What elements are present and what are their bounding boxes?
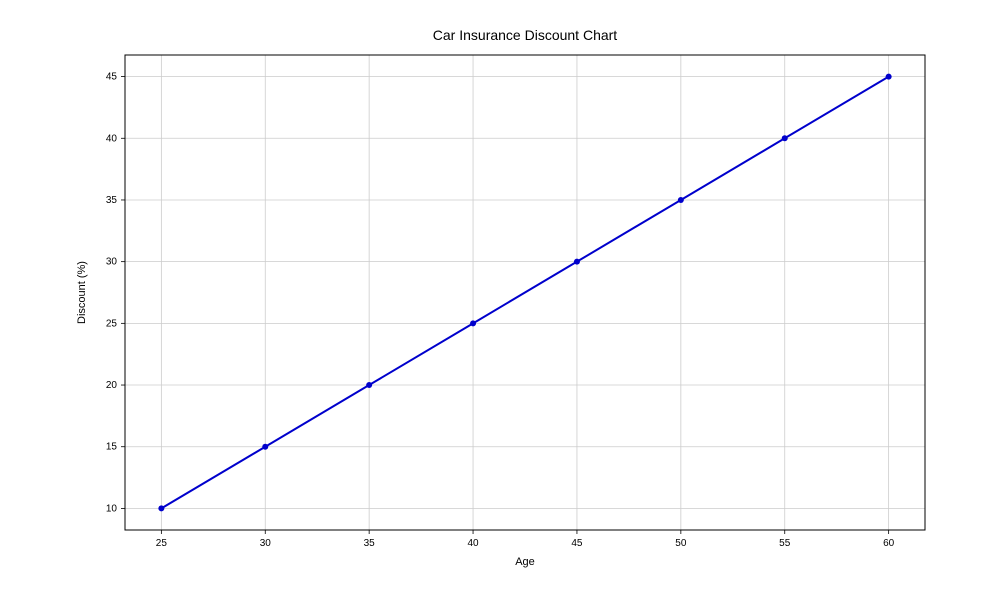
x-tick-label: 30	[260, 538, 272, 549]
x-tick-label: 45	[571, 538, 583, 549]
y-tick-label: 25	[106, 318, 118, 329]
y-tick-label: 10	[106, 503, 118, 514]
data-marker	[366, 382, 372, 388]
line-chart: 25 30 35 40 45 50 55 60 10 15 20 25 30 35 40 45 Car Insu…	[0, 0, 1000, 600]
data-marker	[782, 135, 788, 141]
y-tick-label: 20	[106, 380, 118, 391]
data-marker	[158, 505, 164, 511]
x-tick-label: 25	[156, 538, 168, 549]
y-tick-label: 35	[106, 195, 118, 206]
x-tick-label: 40	[467, 538, 479, 549]
x-tick-label: 35	[364, 538, 376, 549]
y-tick-label: 15	[106, 442, 118, 453]
y-axis-label: Discount (%)	[76, 261, 88, 324]
data-marker	[886, 74, 892, 80]
x-tick-label: 55	[779, 538, 791, 549]
data-marker	[678, 197, 684, 203]
data-marker	[470, 320, 476, 326]
y-tick-label: 30	[106, 257, 118, 268]
chart-container: 25 30 35 40 45 50 55 60 10 15 20 25 30 35 40 45 Car Insu…	[0, 0, 1000, 600]
x-tick-label: 50	[675, 538, 687, 549]
chart-title: Car Insurance Discount Chart	[433, 27, 618, 43]
y-tick-label: 45	[106, 72, 118, 83]
x-axis-label: Age	[515, 556, 535, 568]
data-marker	[574, 259, 580, 265]
y-tick-label: 40	[106, 133, 118, 144]
x-tick-label: 60	[883, 538, 895, 549]
data-marker	[262, 444, 268, 450]
